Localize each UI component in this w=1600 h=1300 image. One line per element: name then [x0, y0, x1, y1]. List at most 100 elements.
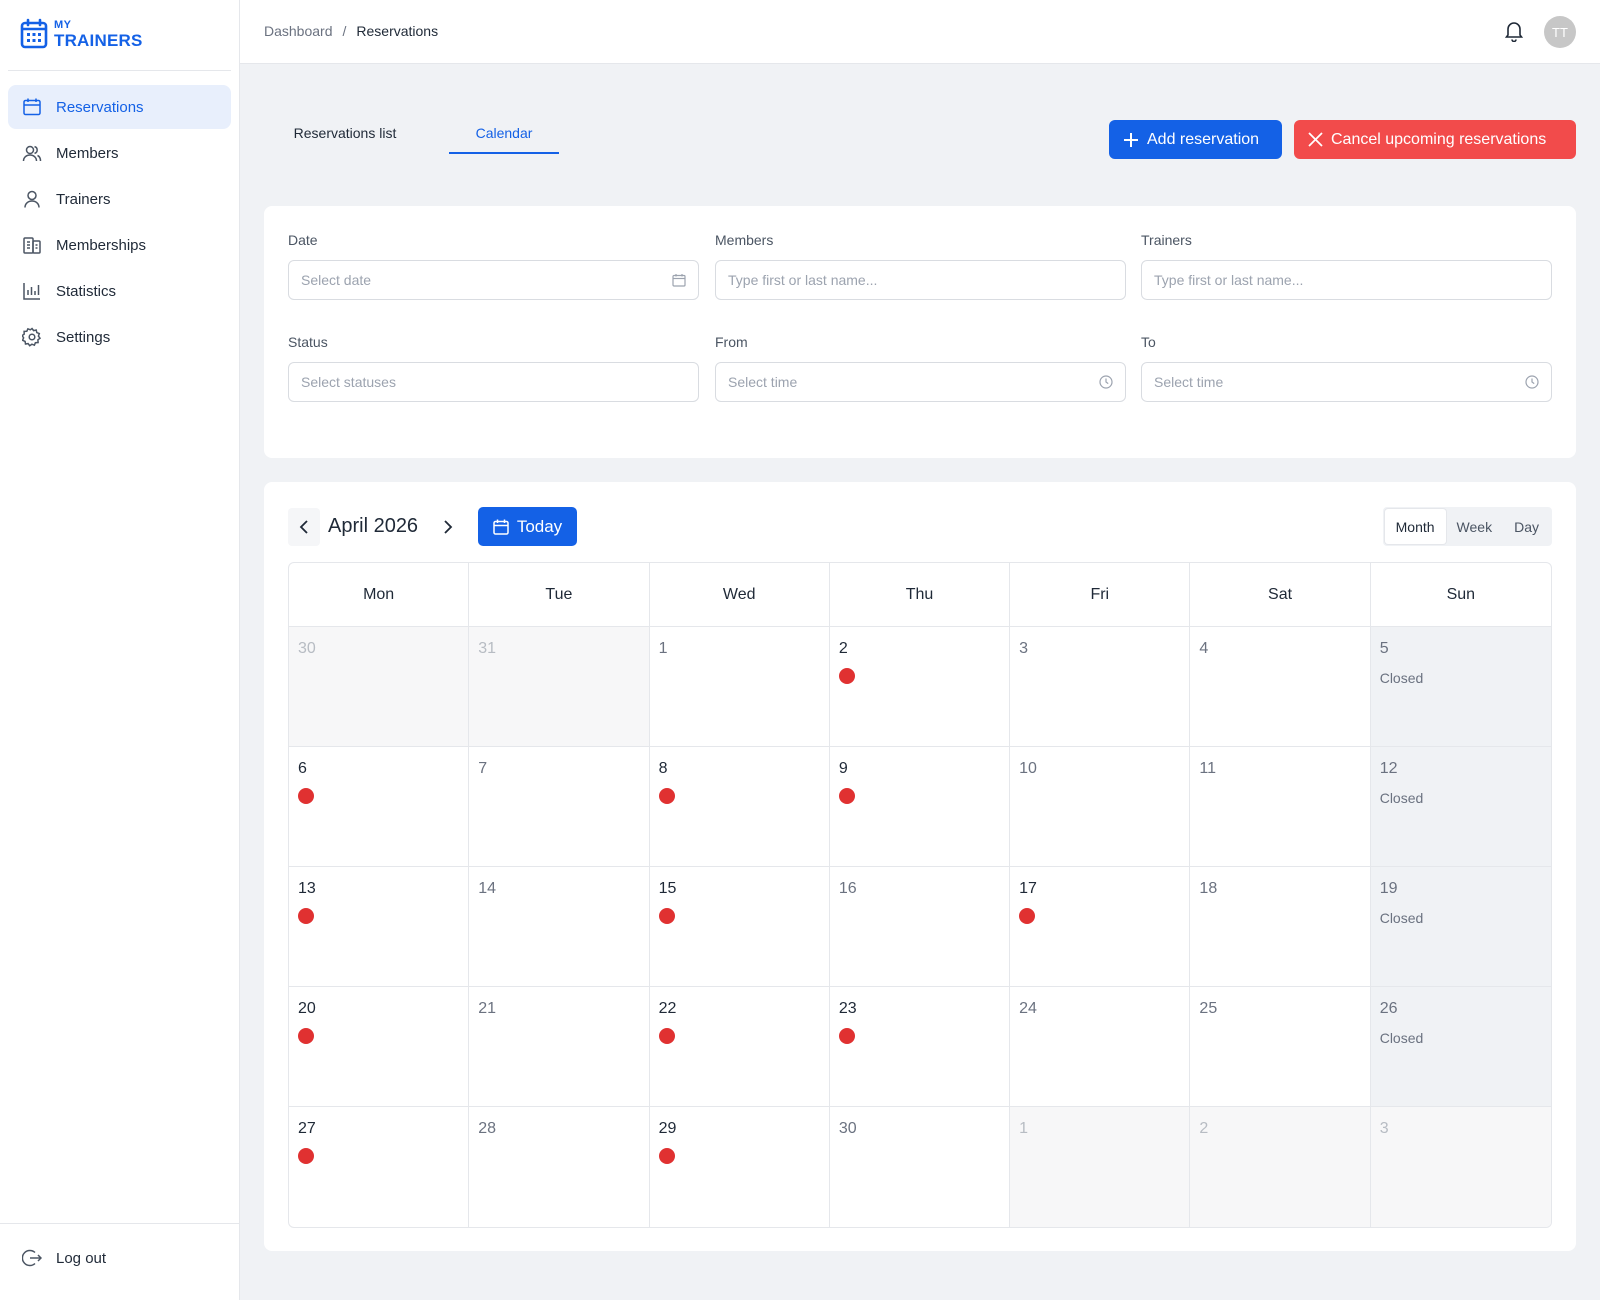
next-month-button[interactable] [432, 508, 464, 546]
weekday-tue: Tue [469, 563, 650, 626]
avatar[interactable]: TT [1544, 16, 1576, 48]
reservation-dot[interactable] [298, 788, 314, 804]
members-input[interactable]: Type first or last name... [715, 260, 1126, 300]
weekday-fri: Fri [1010, 563, 1191, 626]
calendar-day-cell[interactable]: 23 [829, 987, 1011, 1107]
calendar-day-cell[interactable]: 30 [830, 1107, 1011, 1227]
calendar-day-cell[interactable]: 30 [289, 627, 470, 747]
logout-button[interactable]: Log out [22, 1248, 106, 1268]
previous-month-button[interactable] [288, 507, 320, 546]
sidebar-item-label: Members [56, 144, 119, 162]
members-icon [22, 145, 42, 162]
day-number: 27 [298, 1120, 316, 1137]
calendar-day-cell[interactable]: 21 [469, 987, 650, 1107]
from-time-input[interactable]: Select time [715, 362, 1126, 402]
calendar-day-cell[interactable]: 6 [289, 747, 470, 867]
calendar-day-cell[interactable]: 19 Closed [1370, 867, 1551, 987]
breadcrumb-dashboard[interactable]: Dashboard [264, 23, 333, 39]
calendar-day-cell[interactable]: 17 [1010, 867, 1191, 987]
status-placeholder: Select statuses [301, 374, 396, 390]
calendar-day-cell[interactable]: 12 Closed [1370, 747, 1551, 867]
reservation-dot[interactable] [1019, 908, 1036, 924]
calendar-day-cell[interactable]: 9 [829, 747, 1011, 867]
sidebar-item-settings[interactable]: Settings [8, 315, 231, 359]
to-label: To [1141, 334, 1156, 350]
reservation-dot[interactable] [838, 668, 855, 684]
sidebar-item-label: Memberships [56, 236, 147, 254]
calendar-day-cell[interactable]: 2 [829, 627, 1011, 747]
calendar-day-cell[interactable]: 26 Closed [1370, 987, 1551, 1107]
reservation-dot[interactable] [298, 908, 314, 924]
calendar-day-cell[interactable]: 18 [1190, 867, 1371, 987]
notifications-button[interactable] [1504, 20, 1524, 47]
view-day-button[interactable]: Day [1514, 518, 1539, 535]
sidebar-item-members[interactable]: Members [8, 131, 231, 175]
sidebar: MY TRAINERS Reservations Members Trainer… [0, 0, 240, 1300]
tab-calendar[interactable]: Calendar [449, 112, 559, 154]
reservation-dot[interactable] [658, 1148, 675, 1164]
calendar-day-cell[interactable]: 27 [289, 1107, 470, 1227]
members-placeholder: Type first or last name... [728, 272, 878, 288]
calendar-day-cell[interactable]: 25 [1190, 987, 1371, 1107]
calendar-day-cell[interactable]: 3 [1010, 627, 1191, 747]
view-month-button[interactable]: Month [1384, 509, 1446, 544]
top-header: Dashboard / Reservations TT [240, 0, 1600, 64]
calendar-day-cell[interactable]: 20 [289, 987, 470, 1107]
calendar-day-cell[interactable]: 24 [1010, 987, 1191, 1107]
day-number: 26 [1379, 1000, 1398, 1017]
calendar-day-cell[interactable]: 31 [469, 627, 650, 747]
calendar-day-cell[interactable]: 15 [649, 867, 830, 987]
calendar-day-cell[interactable]: 4 [1190, 627, 1371, 747]
logo[interactable]: MY TRAINERS [20, 18, 143, 50]
gear-icon [22, 327, 42, 347]
day-number: 13 [298, 880, 316, 897]
calendar-day-cell[interactable]: 11 [1190, 747, 1371, 867]
sidebar-item-trainers[interactable]: Trainers [8, 177, 231, 221]
status-select[interactable]: Select statuses [288, 362, 699, 402]
reservation-dot[interactable] [658, 908, 675, 924]
reservation-dot[interactable] [658, 1028, 675, 1044]
status-label: Status [288, 334, 328, 350]
calendar-day-cell[interactable]: 29 [650, 1107, 830, 1227]
date-input[interactable]: Select date [288, 260, 699, 300]
reservation-dot[interactable] [658, 788, 675, 804]
calendar-toolbar: April 2026 Today [288, 507, 577, 546]
sidebar-item-statistics[interactable]: Statistics [8, 269, 231, 313]
reservation-dot[interactable] [298, 1148, 314, 1164]
sidebar-item-memberships[interactable]: Memberships [8, 223, 231, 267]
calendar-day-cell[interactable]: 13 [289, 867, 470, 987]
calendar-day-cell[interactable]: 10 [1010, 747, 1191, 867]
closed-label: Closed [1379, 670, 1424, 686]
calendar-day-cell[interactable]: 16 [829, 867, 1011, 987]
day-number: 30 [838, 1120, 857, 1137]
reservation-dot[interactable] [838, 1028, 855, 1044]
add-reservation-button[interactable]: Add reservation [1109, 120, 1282, 159]
view-week-button[interactable]: Week [1456, 518, 1493, 535]
filters-panel: Date Select date Members Type first or l… [264, 206, 1576, 458]
calendar-day-cell[interactable]: 7 [469, 747, 650, 867]
calendar-day-cell[interactable]: 5 Closed [1370, 627, 1551, 747]
today-button[interactable]: Today [478, 507, 577, 546]
day-number: 22 [658, 1000, 677, 1017]
reservation-dot[interactable] [838, 788, 855, 804]
calendar-day-cell[interactable]: 1 [649, 627, 830, 747]
calendar-day-cell[interactable]: 1 [1010, 1107, 1191, 1227]
reservation-dot[interactable] [298, 1028, 314, 1044]
sidebar-item-reservations[interactable]: Reservations [8, 85, 231, 129]
day-number: 16 [838, 880, 857, 897]
calendar-day-cell[interactable]: 28 [469, 1107, 650, 1227]
weekday-thu: Thu [830, 563, 1011, 626]
tab-reservations-list[interactable]: Reservations list [293, 125, 397, 141]
calendar-day-cell[interactable]: 14 [469, 867, 650, 987]
day-number: 12 [1379, 760, 1398, 777]
cancel-upcoming-reservations-button[interactable]: Cancel upcoming reservations [1294, 120, 1576, 159]
to-time-input[interactable]: Select time [1141, 362, 1552, 402]
trainers-input[interactable]: Type first or last name... [1141, 260, 1552, 300]
calendar-day-cell[interactable]: 8 [649, 747, 830, 867]
calendar-day-cell[interactable]: 22 [649, 987, 830, 1107]
breadcrumb-separator: / [342, 23, 347, 39]
day-number: 7 [478, 760, 488, 777]
calendar-day-cell[interactable]: 2 [1190, 1107, 1371, 1227]
calendar-day-cell[interactable]: 3 [1370, 1107, 1551, 1227]
day-number: 29 [658, 1120, 677, 1137]
